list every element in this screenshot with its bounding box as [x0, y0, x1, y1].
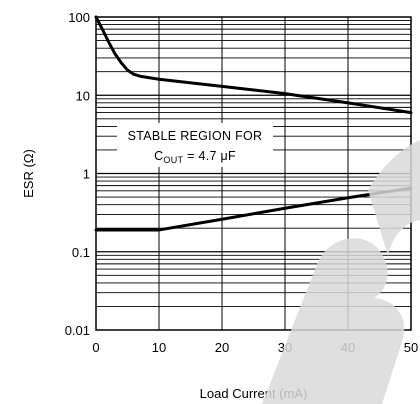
x-tick-label: 20 — [215, 340, 229, 355]
x-tick-label: 0 — [92, 340, 99, 355]
y-tick-label: 0.01 — [65, 323, 90, 338]
watermark-text: BC — [0, 0, 21, 4]
y-tick-label: 100 — [68, 10, 90, 25]
y-tick-label: 10 — [76, 88, 90, 103]
series-lower-esr-limit — [94, 186, 413, 232]
annotation-background — [117, 123, 273, 167]
y-tick-labels: 0.01 0.1 1 10 100 — [65, 10, 90, 338]
series-upper-esr-limit — [94, 15, 413, 115]
y-tick-label: 1 — [83, 167, 90, 182]
series-lines — [94, 15, 413, 232]
annotation-cout-value: = 4.7 μF — [183, 149, 236, 163]
annotation-cout-sub: OUT — [163, 155, 183, 165]
annotation-cout-c: C — [154, 149, 163, 163]
annotation-line-1: STABLE REGION FOR — [128, 129, 263, 143]
annotation-line-2: COUT = 4.7 μF — [154, 149, 236, 165]
stable-region-annotation: STABLE REGION FOR COUT = 4.7 μF — [117, 123, 273, 167]
y-tick-label: 0.1 — [72, 245, 90, 260]
x-tick-label: 10 — [152, 340, 166, 355]
watermark-shape-c — [368, 140, 420, 256]
x-tick-label: 50 — [404, 340, 418, 355]
watermark-shape-b — [262, 238, 405, 404]
y-axis-title: ESR (Ω) — [21, 149, 36, 198]
